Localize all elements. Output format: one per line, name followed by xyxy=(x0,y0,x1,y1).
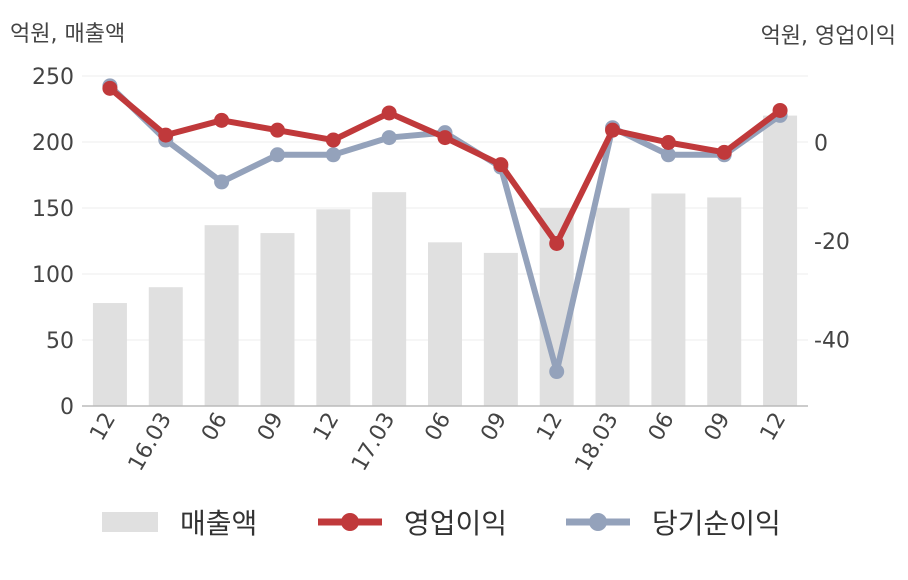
legend-swatch-net-income xyxy=(566,513,630,531)
left-tick-label: 200 xyxy=(32,131,74,156)
point-operating-profit xyxy=(549,235,565,251)
point-operating-profit xyxy=(214,112,230,128)
legend-label-net-income: 당기순이익 xyxy=(652,507,781,540)
bar-sales xyxy=(316,209,351,406)
legend-label-operating-profit: 영업이익 xyxy=(404,507,508,540)
point-operating-profit xyxy=(437,130,453,146)
x-tick-label: 17.03 xyxy=(347,409,400,476)
bar-sales xyxy=(651,193,686,406)
bar-sales xyxy=(204,225,239,406)
point-operating-profit xyxy=(381,105,397,121)
left-tick-label: 150 xyxy=(32,197,74,222)
bar-sales xyxy=(483,252,518,406)
bar-sales xyxy=(148,287,183,406)
bar-sales xyxy=(707,197,742,406)
bar-sales xyxy=(372,192,407,406)
bar-sales xyxy=(92,303,127,406)
left-tick-label: 50 xyxy=(46,329,74,354)
x-tick-label: 12 xyxy=(309,409,345,446)
point-operating-profit xyxy=(325,132,341,148)
point-net-income xyxy=(660,147,676,163)
legend-item-net-income: 당기순이익 xyxy=(566,500,781,544)
left-tick-label: 100 xyxy=(32,263,74,288)
point-net-income xyxy=(325,147,341,163)
point-net-income xyxy=(269,147,285,163)
x-tick-label: 06 xyxy=(421,409,457,446)
right-tick-label: -40 xyxy=(814,329,850,354)
x-tick-label: 09 xyxy=(253,409,289,446)
left-tick-label: 250 xyxy=(32,65,74,90)
legend-item-operating-profit: 영업이익 xyxy=(318,500,507,544)
bar-sales xyxy=(260,233,295,406)
point-operating-profit xyxy=(493,157,509,173)
right-axis-label: 억원, 영업이익 xyxy=(760,24,896,49)
bar-sales xyxy=(763,115,798,406)
bar-sales xyxy=(595,208,630,406)
x-tick-label: 12 xyxy=(85,409,121,446)
point-operating-profit xyxy=(102,80,118,96)
left-axis-label: 억원, 매출액 xyxy=(10,22,126,47)
x-tick-label: 09 xyxy=(700,409,736,446)
point-operating-profit xyxy=(269,122,285,138)
legend-item-sales: 매출액 xyxy=(102,500,257,544)
point-operating-profit xyxy=(605,122,621,138)
bar-sales xyxy=(428,242,462,406)
x-tick-label: 09 xyxy=(476,409,512,446)
point-operating-profit xyxy=(660,134,676,150)
x-tick-label: 06 xyxy=(644,409,680,446)
legend-swatch-operating-profit xyxy=(318,513,382,531)
x-tick-label: 16.03 xyxy=(124,409,177,476)
point-net-income xyxy=(381,130,397,146)
point-net-income xyxy=(214,174,230,190)
x-tick-label: 12 xyxy=(756,409,792,446)
x-tick-label: 12 xyxy=(532,409,568,446)
legend: 매출액 영업이익 당기순이익 xyxy=(0,500,908,550)
point-operating-profit xyxy=(716,144,732,160)
left-tick-label: 0 xyxy=(60,395,74,420)
right-tick-label: 0 xyxy=(814,131,828,156)
point-operating-profit xyxy=(772,102,788,118)
legend-swatch-sales xyxy=(102,512,158,532)
point-operating-profit xyxy=(158,127,174,143)
legend-label-sales: 매출액 xyxy=(180,507,258,540)
x-tick-label: 06 xyxy=(197,409,233,446)
right-tick-label: -20 xyxy=(814,230,850,255)
x-tick-label: 18.03 xyxy=(571,409,624,476)
point-net-income xyxy=(549,364,565,380)
